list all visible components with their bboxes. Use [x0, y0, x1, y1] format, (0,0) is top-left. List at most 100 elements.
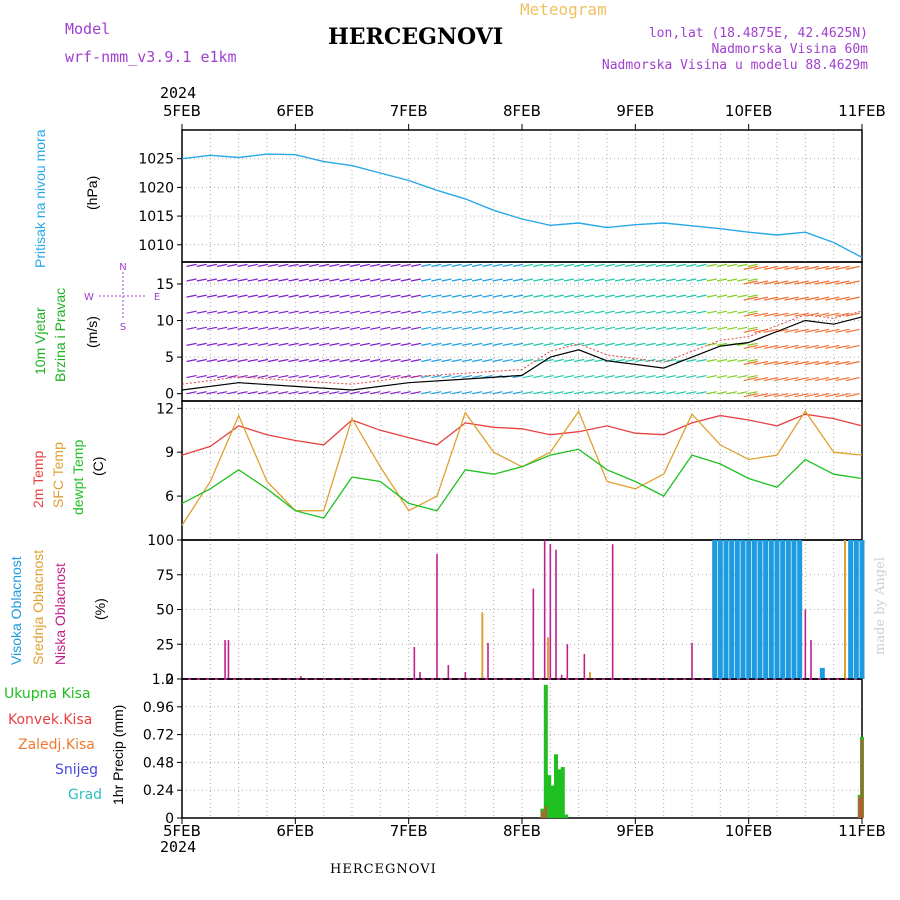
wind-arrow — [686, 263, 697, 267]
wind-arrow — [845, 328, 860, 333]
wind-arrow — [614, 358, 626, 363]
x-tick-label: 7FEB — [390, 102, 428, 120]
wind-arrow — [329, 294, 340, 298]
wind-arrow — [563, 358, 575, 363]
wind-arrow — [764, 312, 779, 317]
wind-arrow — [186, 375, 197, 379]
wind-arrow — [196, 342, 207, 346]
wind-arrow — [574, 263, 585, 267]
wind-arrow — [237, 326, 248, 330]
wind-arrow — [329, 375, 340, 379]
wind-arrow — [804, 393, 820, 398]
wind-arrow — [716, 326, 728, 330]
wind-arrow — [441, 278, 452, 282]
total-rain-bar — [564, 814, 569, 818]
wind-arrow — [696, 391, 707, 395]
wind-arrow — [737, 263, 748, 267]
wind-arrow — [247, 294, 258, 298]
wind-arrow — [635, 294, 646, 298]
wind-arrow — [706, 391, 717, 395]
wind-arrow — [825, 312, 840, 317]
wind-arrow — [696, 263, 707, 267]
wind-arrow — [845, 393, 860, 398]
wind-arrow — [563, 375, 575, 379]
wind-arrow — [686, 391, 697, 395]
wind-arrow — [370, 294, 381, 298]
wind-arrow — [319, 358, 330, 363]
x-tick-label: 7FEB — [390, 822, 428, 840]
wind-arrow — [502, 294, 513, 298]
wind-arrow — [774, 265, 789, 270]
wind-arrow — [359, 263, 371, 267]
wind-arrow — [737, 375, 748, 379]
wind-arrow — [339, 342, 350, 346]
wind-arrow — [635, 263, 646, 267]
wind-arrow — [421, 342, 432, 346]
wind-arrow — [716, 358, 728, 363]
wind-arrow — [645, 391, 656, 395]
wind-arrow — [747, 375, 758, 379]
wind-arrow — [696, 342, 707, 346]
wind-arrow — [390, 263, 401, 267]
wind-arrow — [553, 326, 564, 330]
wind-arrow — [743, 265, 758, 270]
wind-arrow — [645, 375, 656, 379]
y-tick-label: 1010 — [138, 238, 174, 254]
wind-arrow — [706, 375, 717, 379]
wind-arrow — [400, 358, 411, 363]
wind-arrow — [308, 263, 320, 267]
wind-arrow — [349, 326, 360, 330]
wind-arrow — [339, 310, 350, 314]
wind-arrow — [737, 326, 748, 330]
wind-arrow — [512, 278, 524, 282]
wind-arrow — [794, 312, 809, 317]
wind-arrow — [553, 294, 564, 298]
wind-arrow — [492, 263, 503, 267]
wind-arrow — [329, 342, 340, 346]
wind-arrow — [845, 344, 860, 349]
wind-arrow — [380, 375, 391, 379]
wind-arrow — [794, 296, 809, 301]
wind-arrow — [533, 310, 544, 314]
wind-arrow — [461, 375, 473, 379]
wind-arrow — [784, 393, 799, 398]
wind-arrow — [706, 326, 717, 330]
wind-arrow — [753, 393, 769, 398]
wind-arrow — [257, 326, 269, 330]
wind-arrow — [727, 358, 738, 363]
y-tick-label: 15 — [156, 277, 174, 293]
low-cloud-bar — [691, 642, 693, 679]
wind-arrow — [655, 342, 666, 346]
wind-arrow — [288, 391, 299, 395]
wind-arrow — [421, 278, 432, 282]
wind-arrow — [441, 326, 452, 330]
wind-arrow — [676, 294, 687, 298]
low-cloud-bar — [436, 553, 438, 679]
wind-arrow — [676, 342, 687, 346]
mid-cloud-bar — [844, 540, 846, 679]
x-tick-label: 10FEB — [725, 102, 772, 120]
wind-arrow — [604, 342, 615, 346]
wind-arrow — [584, 263, 595, 267]
wind-arrow — [523, 310, 534, 314]
x-tick-label: 6FEB — [276, 102, 314, 120]
low-cloud-bar — [583, 653, 586, 679]
wind-arrow — [774, 344, 789, 349]
convective-rain-bar — [541, 811, 544, 818]
low-cloud-bar — [555, 549, 557, 679]
wind-arrow — [737, 342, 748, 346]
wind-arrow — [696, 278, 707, 282]
wind-arrow — [614, 342, 626, 346]
mid-cloud-bar — [589, 672, 591, 679]
wind-arrow — [370, 391, 381, 395]
wind-arrow — [665, 310, 677, 314]
wind-arrow — [472, 326, 483, 330]
wind-arrow — [716, 278, 728, 282]
wind-arrow — [784, 344, 799, 349]
wind-arrow — [472, 375, 483, 379]
wind-arrow — [227, 278, 238, 282]
wind-arrow — [196, 278, 207, 282]
high-cloud-bar — [751, 540, 757, 679]
wind-arrow — [676, 310, 687, 314]
wind-arrow — [237, 294, 248, 298]
